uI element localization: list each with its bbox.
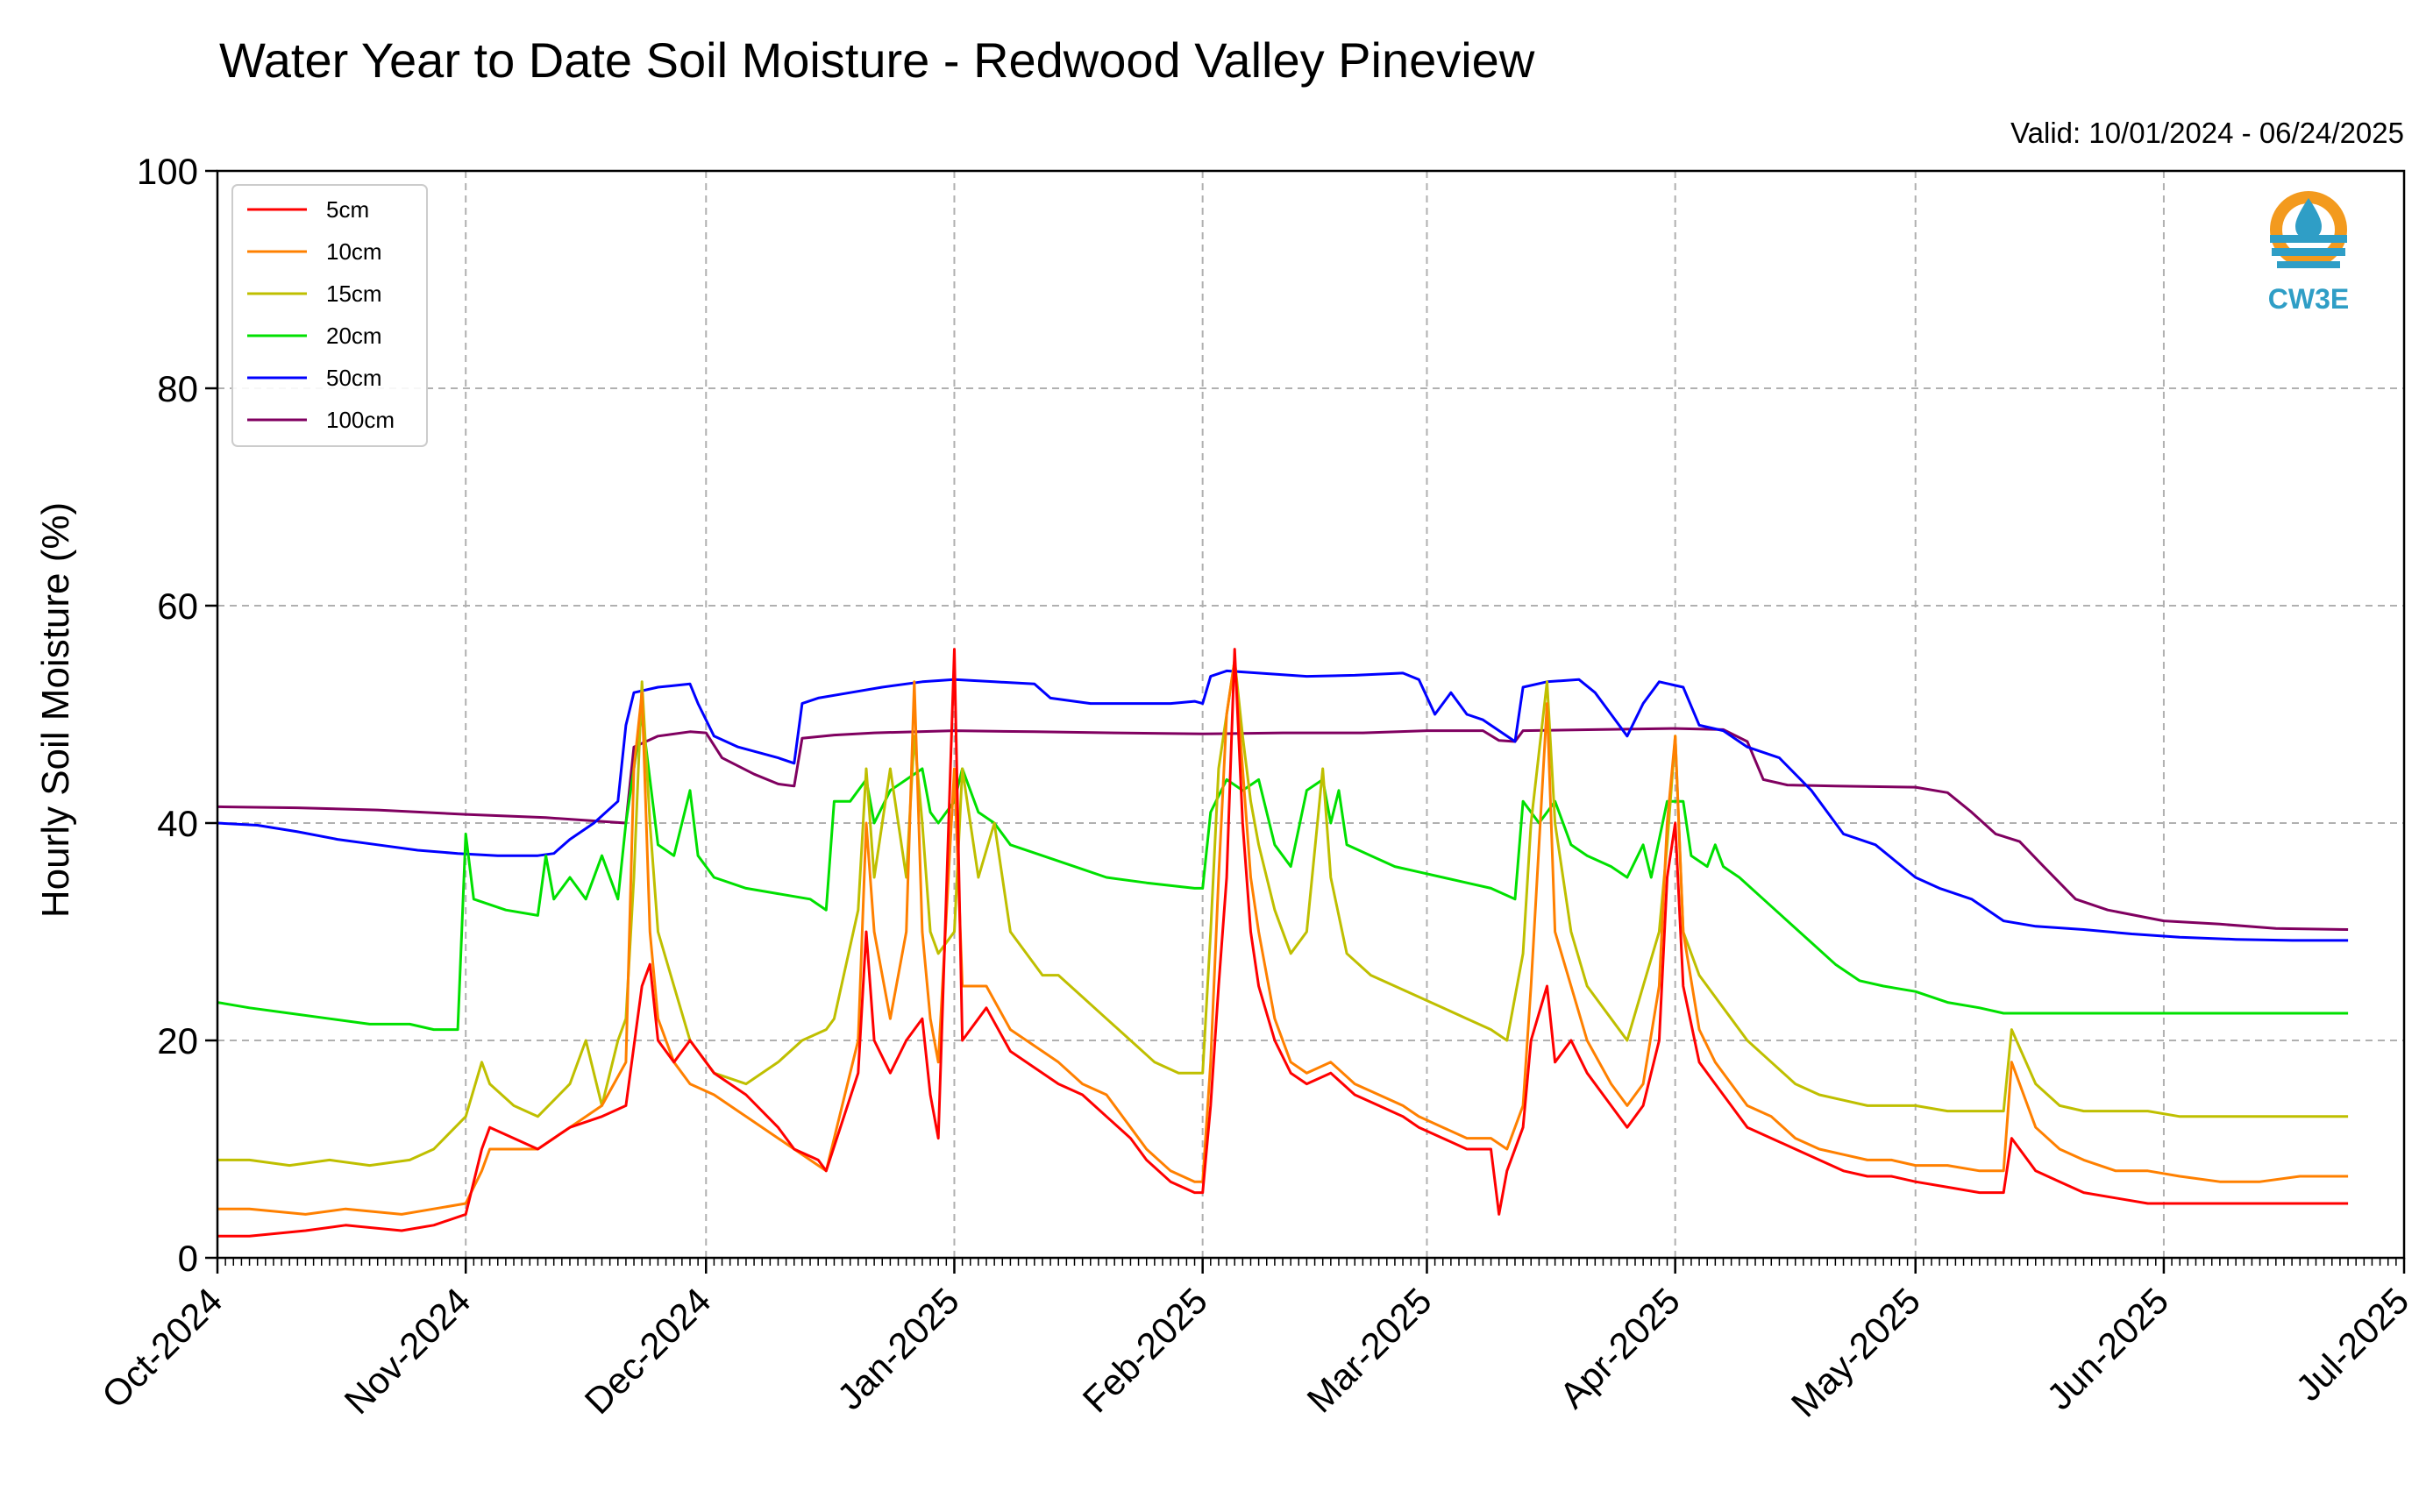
legend-label: 15cm <box>326 280 382 307</box>
y-tick-label: 40 <box>157 803 198 844</box>
legend-label: 10cm <box>326 238 382 265</box>
y-tick-label: 0 <box>178 1238 198 1279</box>
logo-wave-icon <box>2270 235 2347 243</box>
cw3e-logo: CW3E <box>2268 191 2349 315</box>
series-lines <box>217 648 2349 1238</box>
y-axis-label: Hourly Soil Moisture (%) <box>34 502 77 918</box>
plot-frame <box>216 169 2406 1260</box>
y-tick-label: 80 <box>157 368 198 409</box>
series-line-5cm <box>217 648 2349 1238</box>
series-line-50cm <box>217 669 2349 942</box>
y-tick-label: 100 <box>137 151 198 192</box>
legend: 5cm 10cm 15cm 20cm 50cm 100cm <box>231 184 428 447</box>
legend-label: 50cm <box>326 365 382 391</box>
series-line-20cm <box>217 713 2349 1032</box>
legend-label: 100cm <box>326 407 395 433</box>
logo-wave-icon <box>2272 248 2345 256</box>
series-line-10cm <box>217 658 2349 1216</box>
chart-title: Water Year to Date Soil Moisture - Redwo… <box>219 32 1535 88</box>
valid-range: Valid: 10/01/2024 - 06/24/2025 <box>2010 117 2404 149</box>
logo-drop-icon <box>2295 198 2322 238</box>
grid <box>217 171 2404 1258</box>
legend-label: 5cm <box>326 196 369 223</box>
y-tick-label: 60 <box>157 586 198 627</box>
logo-text: CW3E <box>2268 283 2349 315</box>
legend-label: 20cm <box>326 323 382 349</box>
series-line-100cm <box>217 727 2349 931</box>
y-tick-label: 20 <box>157 1020 198 1061</box>
logo-wave-icon <box>2277 261 2340 268</box>
